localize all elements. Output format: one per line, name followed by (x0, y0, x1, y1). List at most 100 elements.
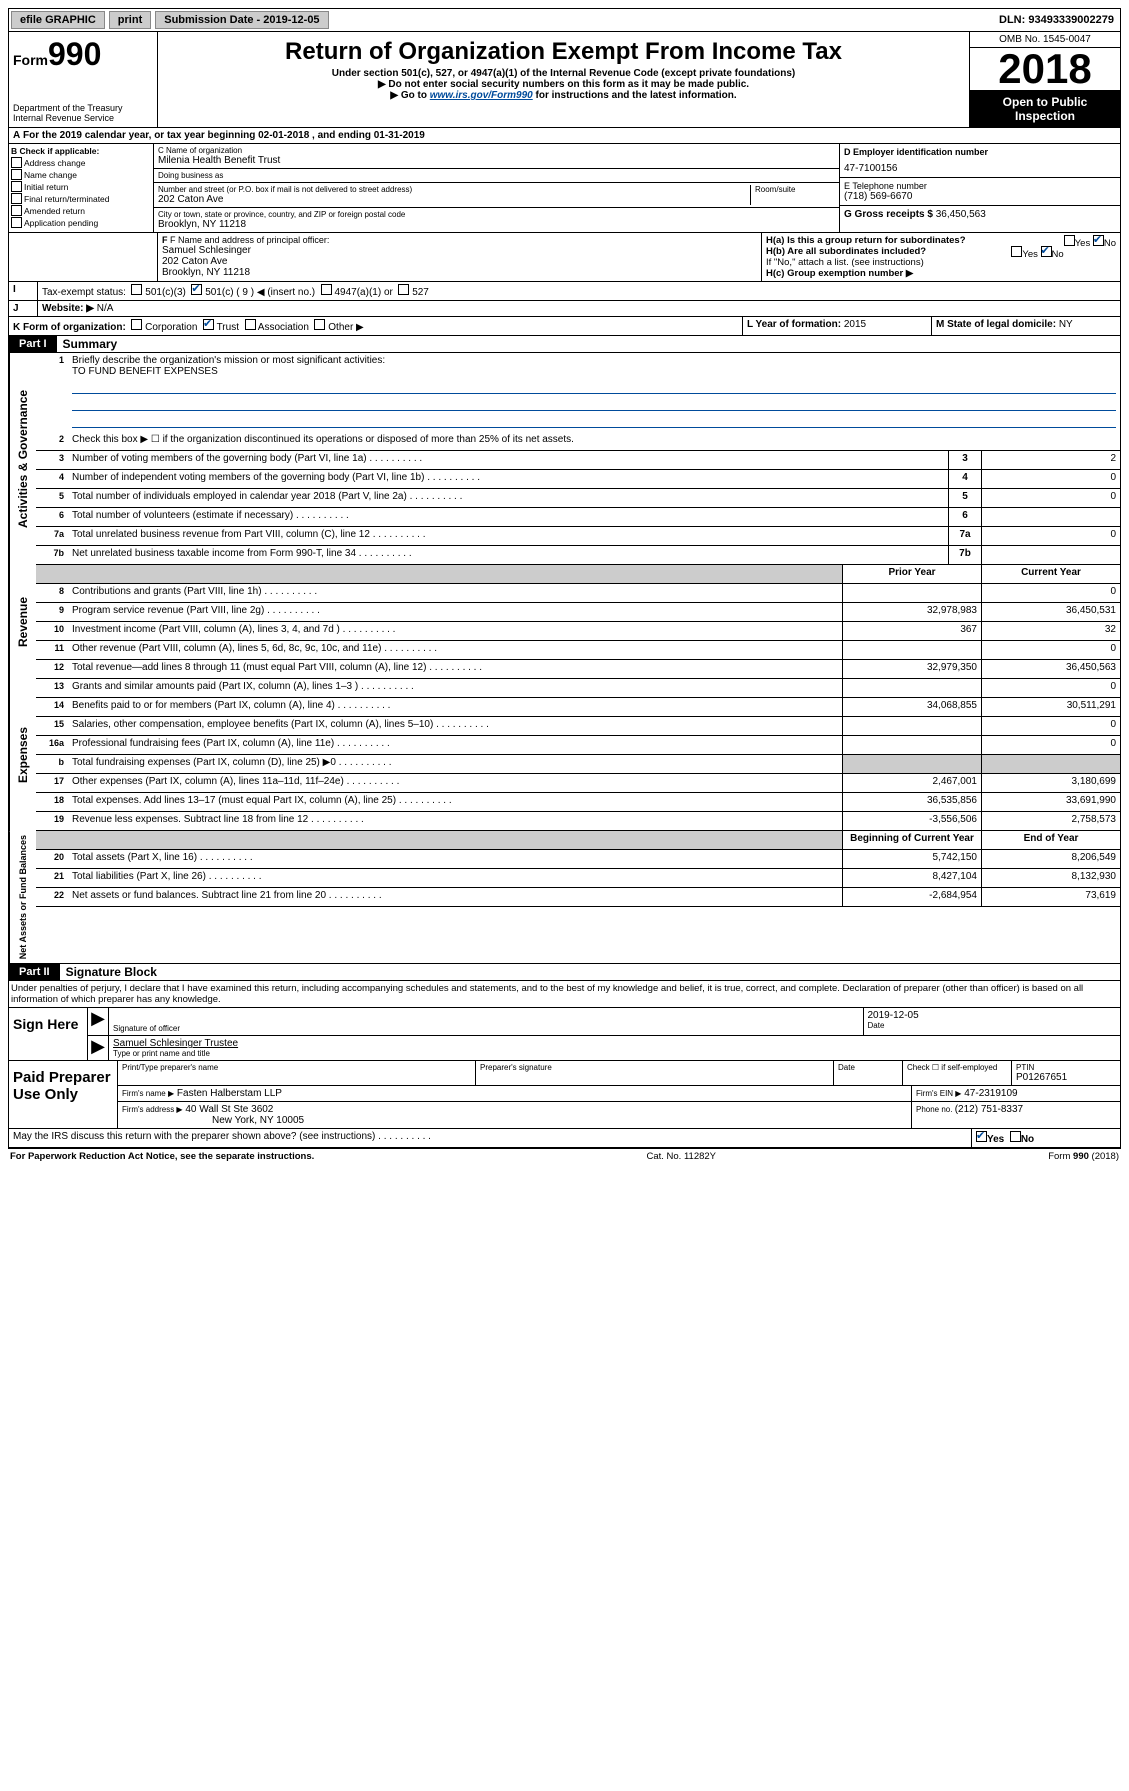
paperwork-notice: For Paperwork Reduction Act Notice, see … (10, 1151, 314, 1162)
section-b: B Check if applicable: Address change Na… (9, 144, 154, 232)
firm-name-label: Firm's name ▶ (122, 1089, 174, 1098)
table-row: 20Total assets (Part X, line 16)5,742,15… (36, 850, 1120, 869)
note-2-prefix: Go to (401, 90, 430, 101)
sign-here-label: Sign Here (9, 1008, 88, 1060)
table-row: 14Benefits paid to or for members (Part … (36, 698, 1120, 717)
gross-label: G Gross receipts $ (844, 209, 936, 220)
form-title: Return of Organization Exempt From Incom… (162, 38, 965, 66)
firm-addr1: 40 Wall St Ste 3602 (185, 1104, 273, 1115)
open-public-badge: Open to Public Inspection (970, 91, 1120, 127)
hc-text: H(c) Group exemption number ▶ (766, 268, 913, 279)
cb-amended[interactable]: Amended return (11, 205, 151, 216)
tax-period-text: For the 2019 calendar year, or tax year … (23, 130, 425, 141)
ein-value: 47-7100156 (844, 163, 1116, 174)
table-row: 13Grants and similar amounts paid (Part … (36, 679, 1120, 698)
form-number: Form990 (13, 36, 153, 73)
table-row: 10Investment income (Part VIII, column (… (36, 622, 1120, 641)
part-1-header: Part I Summary (8, 336, 1121, 353)
side-governance: Activities & Governance (9, 353, 36, 565)
submission-date: Submission Date - 2019-12-05 (155, 11, 328, 29)
side-revenue: Revenue (9, 565, 36, 679)
cb-label: Initial return (24, 182, 68, 192)
cb-name-change[interactable]: Name change (11, 169, 151, 180)
note-2-suffix: for instructions and the latest informat… (533, 90, 737, 101)
bottom-bar: For Paperwork Reduction Act Notice, see … (8, 1148, 1121, 1164)
section-deg: D Employer identification number 47-7100… (839, 144, 1120, 232)
yes-label: Yes (1075, 238, 1091, 249)
cb-label: Address change (24, 158, 85, 168)
part-1-title: Summary (57, 337, 118, 351)
ptin-label: PTIN (1016, 1063, 1116, 1072)
form-ref-num: 990 (1073, 1151, 1089, 1162)
table-row: 4Number of independent voting members of… (36, 470, 1120, 489)
discuss-text: May the IRS discuss this return with the… (13, 1131, 375, 1142)
part-2-header: Part II Signature Block (8, 964, 1121, 981)
cb-address-change[interactable]: Address change (11, 157, 151, 168)
form-ref-suffix: (2018) (1089, 1151, 1119, 1162)
print-button[interactable]: print (109, 11, 151, 29)
opt-527: 527 (412, 287, 429, 298)
org-name: Milenia Health Benefit Trust (158, 155, 835, 166)
form-subtitle: Under section 501(c), 527, or 4947(a)(1)… (162, 68, 965, 79)
firm-addr2: New York, NY 10005 (212, 1115, 304, 1126)
opt-assoc: Association (258, 322, 309, 333)
table-row: 21Total liabilities (Part X, line 26)8,4… (36, 869, 1120, 888)
note-1-text: Do not enter social security numbers on … (388, 79, 749, 90)
sig-label: Signature of officer (113, 1024, 859, 1033)
prep-name-label: Print/Type preparer's name (122, 1063, 471, 1072)
note-2: ▶ Go to www.irs.gov/Form990 for instruct… (162, 90, 965, 101)
sign-date-label: Date (868, 1021, 1117, 1030)
firm-addr-label: Firm's address ▶ (122, 1105, 183, 1114)
cb-label: Name change (24, 170, 77, 180)
firm-ein: 47-2319109 (964, 1088, 1017, 1099)
ptin-value: P01267651 (1016, 1072, 1116, 1083)
efile-label: efile GRAPHIC (11, 11, 105, 29)
website-label: Website: ▶ (42, 303, 94, 314)
no-label: No (1104, 238, 1116, 249)
cb-pending[interactable]: Application pending (11, 217, 151, 228)
department: Department of the Treasury Internal Reve… (13, 103, 153, 123)
col-end: End of Year (981, 831, 1120, 849)
ein-label: D Employer identification number (844, 147, 1116, 157)
note-1: ▶ Do not enter social security numbers o… (162, 79, 965, 90)
form-header: Form990 Department of the Treasury Inter… (8, 32, 1121, 128)
signer-name-label: Type or print name and title (113, 1049, 1116, 1058)
paid-label: Paid Preparer Use Only (9, 1061, 118, 1128)
city-label: City or town, state or province, country… (158, 210, 835, 219)
summary-revenue: Revenue Prior Year Current Year 8Contrib… (8, 565, 1121, 679)
paid-preparer-block: Paid Preparer Use Only Print/Type prepar… (8, 1061, 1121, 1129)
q2-text: Check this box ▶ ☐ if the organization d… (68, 432, 1120, 450)
table-row: 17Other expenses (Part IX, column (A), l… (36, 774, 1120, 793)
mission-text: TO FUND BENEFIT EXPENSES (72, 366, 218, 377)
arrow-icon: ▶ (390, 90, 398, 101)
org-address: 202 Caton Ave (158, 194, 750, 205)
instructions-link[interactable]: www.irs.gov/Form990 (430, 90, 533, 101)
yes-label: Yes (1022, 249, 1038, 260)
prep-sig-label: Preparer's signature (480, 1063, 829, 1072)
ha-text: H(a) Is this a group return for subordin… (766, 235, 966, 246)
section-klm: K Form of organization: Corporation Trus… (8, 317, 1121, 336)
q1-text: Briefly describe the organization's miss… (72, 355, 385, 366)
yes-label: Yes (987, 1134, 1004, 1145)
cb-final-return[interactable]: Final return/terminated (11, 193, 151, 204)
form-ref-prefix: Form (1048, 1151, 1073, 1162)
cb-label: Amended return (24, 206, 85, 216)
officer-name: Samuel Schlesinger (162, 245, 757, 256)
org-info-block: B Check if applicable: Address change Na… (8, 144, 1121, 233)
tax-status-label: Tax-exempt status: (42, 287, 126, 298)
cb-initial-return[interactable]: Initial return (11, 181, 151, 192)
summary-expenses: Expenses 13Grants and similar amounts pa… (8, 679, 1121, 831)
domicile-value: NY (1059, 319, 1073, 330)
opt-4947: 4947(a)(1) or (334, 287, 392, 298)
org-form-label: K Form of organization: (13, 322, 126, 333)
tax-year: 2018 (970, 48, 1120, 91)
firm-ein-label: Firm's EIN ▶ (916, 1089, 961, 1098)
no-label: No (1021, 1134, 1034, 1145)
arrow-icon: ▶ (88, 1036, 109, 1060)
h-b: H(b) Are all subordinates included? Yes … (766, 246, 1116, 257)
hb-text: H(b) Are all subordinates included? (766, 246, 926, 257)
website-value: N/A (97, 303, 114, 314)
firm-phone-label: Phone no. (916, 1105, 955, 1114)
table-row: 5Total number of individuals employed in… (36, 489, 1120, 508)
arrow-icon: ▶ (88, 1008, 109, 1035)
